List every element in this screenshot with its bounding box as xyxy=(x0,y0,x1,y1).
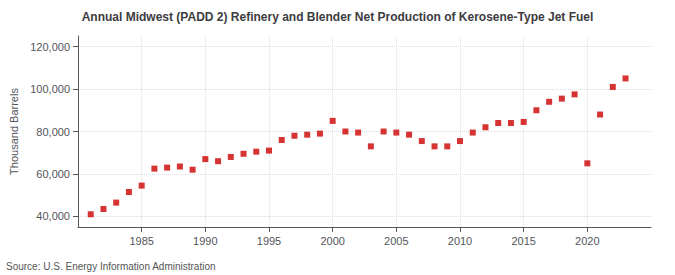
svg-text:2005: 2005 xyxy=(384,235,408,247)
svg-text:2020: 2020 xyxy=(575,235,599,247)
svg-text:1990: 1990 xyxy=(193,235,217,247)
svg-text:100,000: 100,000 xyxy=(30,83,70,95)
svg-text:2010: 2010 xyxy=(448,235,472,247)
svg-text:1995: 1995 xyxy=(257,235,281,247)
svg-text:40,000: 40,000 xyxy=(36,210,70,222)
svg-text:Source: U.S. Energy Informatio: Source: U.S. Energy Information Administ… xyxy=(6,261,216,272)
svg-text:120,000: 120,000 xyxy=(30,41,70,53)
svg-text:2000: 2000 xyxy=(320,235,344,247)
svg-text:2015: 2015 xyxy=(511,235,535,247)
svg-text:Thousand Barrels: Thousand Barrels xyxy=(8,88,20,175)
svg-text:80,000: 80,000 xyxy=(36,126,70,138)
svg-text:1985: 1985 xyxy=(129,235,153,247)
svg-text:Annual Midwest (PADD 2) Refine: Annual Midwest (PADD 2) Refinery and Ble… xyxy=(82,10,594,24)
svg-text:60,000: 60,000 xyxy=(36,168,70,180)
